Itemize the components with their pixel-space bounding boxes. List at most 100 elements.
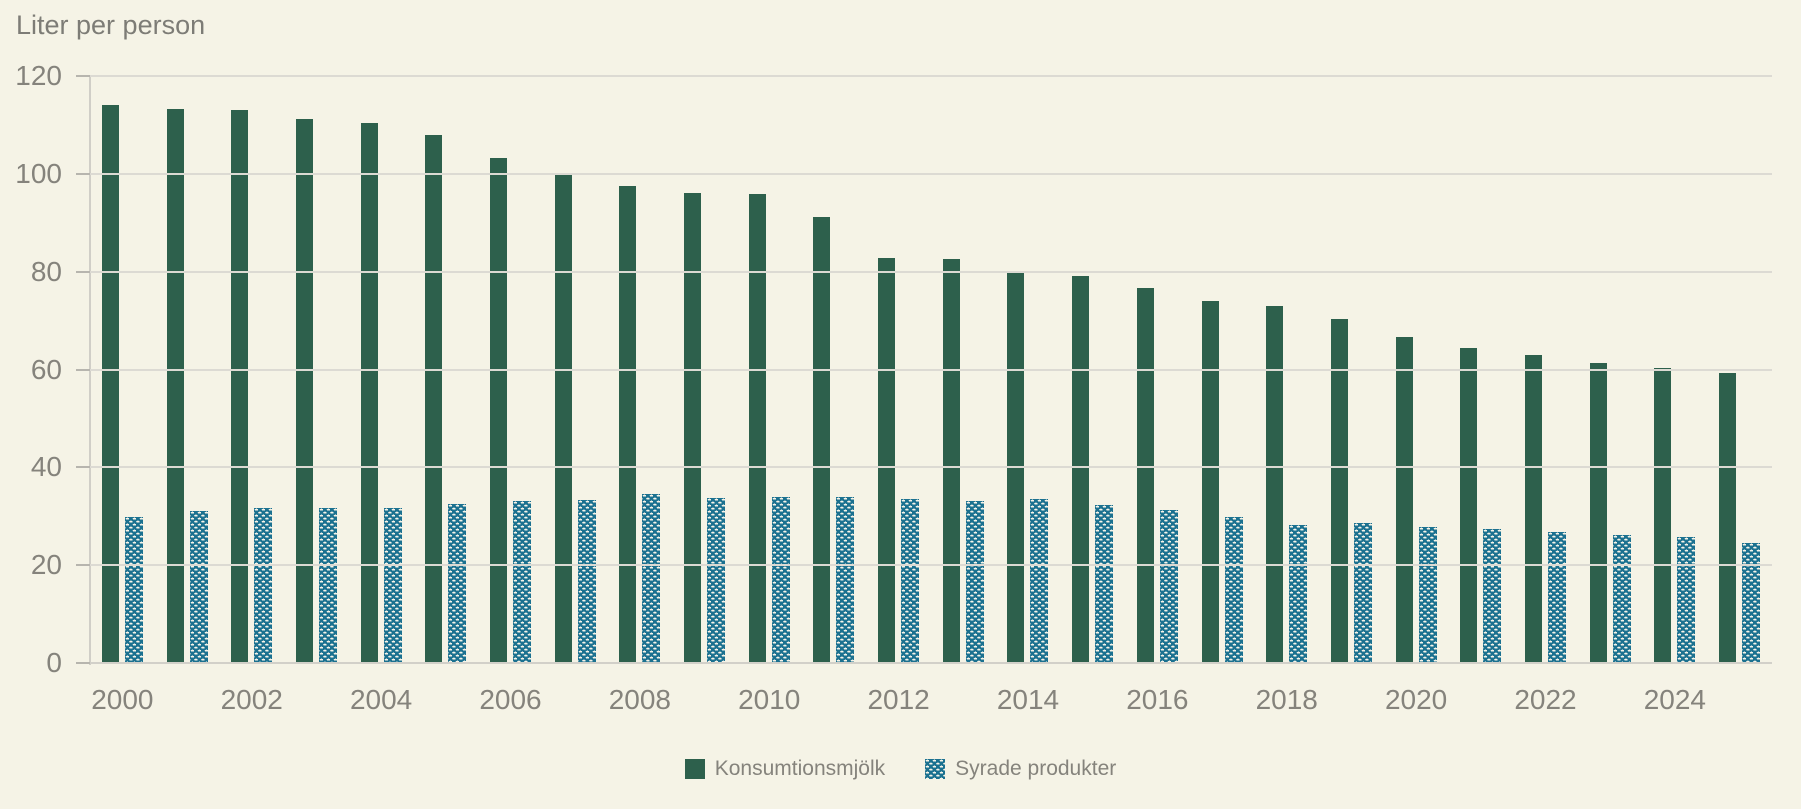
bar-konsumtionsmjolk-2004[interactable] (360, 122, 378, 663)
bar-group-2018 (1254, 76, 1319, 663)
bar-group-2000 (90, 76, 155, 663)
bar-group-2006 (478, 76, 543, 663)
x-axis-label-2022: 2022 (1514, 684, 1577, 715)
plot-area (90, 75, 1772, 664)
bar-syrade-produkter-2019[interactable] (1353, 523, 1372, 663)
bar-group-2005 (413, 76, 478, 663)
bar-konsumtionsmjolk-2022[interactable] (1524, 355, 1542, 663)
bar-syrade-produkter-2008[interactable] (642, 493, 661, 663)
gridline-y-120 (90, 75, 1772, 77)
bar-group-2012 (866, 76, 931, 663)
bar-syrade-produkter-2012[interactable] (901, 498, 920, 663)
gridline-y-80 (90, 270, 1772, 273)
bar-syrade-produkter-2006[interactable] (512, 500, 531, 663)
y-axis-label-120: 120 (15, 60, 62, 91)
gridline-y-0 (90, 662, 1772, 664)
bar-syrade-produkter-2024[interactable] (1677, 536, 1696, 663)
bar-konsumtionsmjolk-2006[interactable] (489, 157, 507, 663)
gridline-y-40 (90, 466, 1772, 469)
x-axis-label-2019 (1319, 684, 1384, 716)
bar-syrade-produkter-2003[interactable] (318, 507, 337, 663)
x-axis-label-2002: 2002 (220, 684, 283, 715)
y-tick-40 (76, 466, 90, 469)
bar-konsumtionsmjolk-2005[interactable] (425, 134, 443, 663)
bar-konsumtionsmjolk-2017[interactable] (1201, 300, 1219, 663)
bar-syrade-produkter-2002[interactable] (254, 507, 273, 663)
x-axis-label-2023 (1578, 684, 1643, 716)
bar-group-2004 (349, 76, 414, 663)
bar-syrade-produkter-2020[interactable] (1418, 526, 1437, 663)
bar-konsumtionsmjolk-2007[interactable] (554, 173, 572, 663)
bar-syrade-produkter-2016[interactable] (1159, 510, 1178, 663)
bar-konsumtionsmjolk-2019[interactable] (1330, 318, 1348, 663)
bar-syrade-produkter-2000[interactable] (124, 517, 143, 663)
bar-konsumtionsmjolk-2021[interactable] (1460, 347, 1478, 663)
bar-syrade-produkter-2023[interactable] (1612, 534, 1631, 663)
bar-syrade-produkter-2010[interactable] (771, 497, 790, 663)
bar-syrade-produkter-2013[interactable] (965, 500, 984, 663)
y-axis-label-100: 100 (15, 157, 62, 189)
bar-konsumtionsmjolk-2010[interactable] (748, 194, 766, 663)
bar-syrade-produkter-2011[interactable] (836, 497, 855, 663)
bars-row (90, 76, 1772, 663)
x-axis-label-2004: 2004 (349, 684, 413, 715)
x-axis-label-2006: 2006 (479, 684, 542, 715)
gridline-y-60 (90, 368, 1772, 371)
bar-syrade-produkter-2017[interactable] (1224, 517, 1243, 663)
legend-item-konsumtionsmjolk[interactable]: Konsumtionsmjölk (684, 757, 885, 781)
bar-konsumtionsmjolk-2023[interactable] (1589, 362, 1607, 663)
bar-syrade-produkter-2004[interactable] (383, 507, 402, 663)
bar-konsumtionsmjolk-2000[interactable] (101, 104, 119, 663)
bar-konsumtionsmjolk-2012[interactable] (878, 257, 896, 663)
x-axis-label-2003 (284, 684, 349, 716)
bar-konsumtionsmjolk-2011[interactable] (813, 216, 831, 663)
bar-konsumtionsmjolk-2003[interactable] (295, 118, 313, 663)
bar-syrade-produkter-2025[interactable] (1742, 543, 1761, 663)
bar-syrade-produkter-2015[interactable] (1095, 504, 1114, 663)
bar-group-2010 (737, 76, 802, 663)
y-axis-label-40: 40 (30, 451, 62, 483)
y-axis-label-20: 20 (30, 549, 62, 581)
bar-group-2020 (1384, 76, 1449, 663)
bar-group-2023 (1578, 76, 1643, 663)
bar-syrade-produkter-2009[interactable] (707, 498, 726, 663)
bar-konsumtionsmjolk-2002[interactable] (231, 110, 249, 663)
bar-konsumtionsmjolk-2008[interactable] (619, 185, 637, 663)
bar-konsumtionsmjolk-2025[interactable] (1719, 373, 1737, 663)
bar-konsumtionsmjolk-2020[interactable] (1395, 337, 1413, 663)
bar-konsumtionsmjolk-2016[interactable] (1136, 287, 1154, 663)
bar-group-2009 (672, 76, 737, 663)
bar-syrade-produkter-2007[interactable] (577, 499, 596, 663)
x-axis-label-2007 (543, 684, 608, 716)
bar-group-2003 (284, 76, 349, 663)
bar-syrade-produkter-2014[interactable] (1030, 499, 1049, 663)
x-axis-label-2012: 2012 (867, 684, 930, 715)
bar-konsumtionsmjolk-2001[interactable] (166, 109, 184, 663)
y-axis-label-80: 80 (30, 255, 62, 287)
chart-title: Liter per person (16, 10, 206, 40)
y-tick-120 (76, 75, 90, 77)
bar-group-2019 (1319, 76, 1384, 663)
bar-syrade-produkter-2021[interactable] (1483, 528, 1502, 663)
gridline-y-100 (90, 172, 1772, 175)
legend: Konsumtionsmjölk Syrade produkter (0, 757, 1801, 781)
y-axis-label-0: 0 (46, 647, 62, 678)
x-axis-label-2025 (1707, 684, 1772, 716)
x-axis-label-2001 (155, 684, 220, 716)
bar-syrade-produkter-2018[interactable] (1289, 524, 1308, 663)
gridline-y-20 (90, 564, 1772, 567)
bar-konsumtionsmjolk-2015[interactable] (1072, 275, 1090, 663)
bar-konsumtionsmjolk-2009[interactable] (684, 193, 702, 663)
legend-label-syrade-produkter: Syrade produkter (955, 757, 1117, 780)
bar-konsumtionsmjolk-2013[interactable] (942, 259, 960, 663)
bar-konsumtionsmjolk-2018[interactable] (1266, 306, 1284, 663)
bar-konsumtionsmjolk-2024[interactable] (1654, 367, 1672, 663)
bar-group-2001 (155, 76, 220, 663)
y-tick-100 (76, 172, 90, 175)
bar-syrade-produkter-2005[interactable] (448, 504, 467, 663)
x-axis-label-2013 (931, 684, 996, 716)
legend-item-syrade-produkter[interactable]: Syrade produkter (925, 757, 1116, 781)
bar-syrade-produkter-2022[interactable] (1547, 531, 1566, 663)
bar-syrade-produkter-2001[interactable] (189, 511, 208, 663)
